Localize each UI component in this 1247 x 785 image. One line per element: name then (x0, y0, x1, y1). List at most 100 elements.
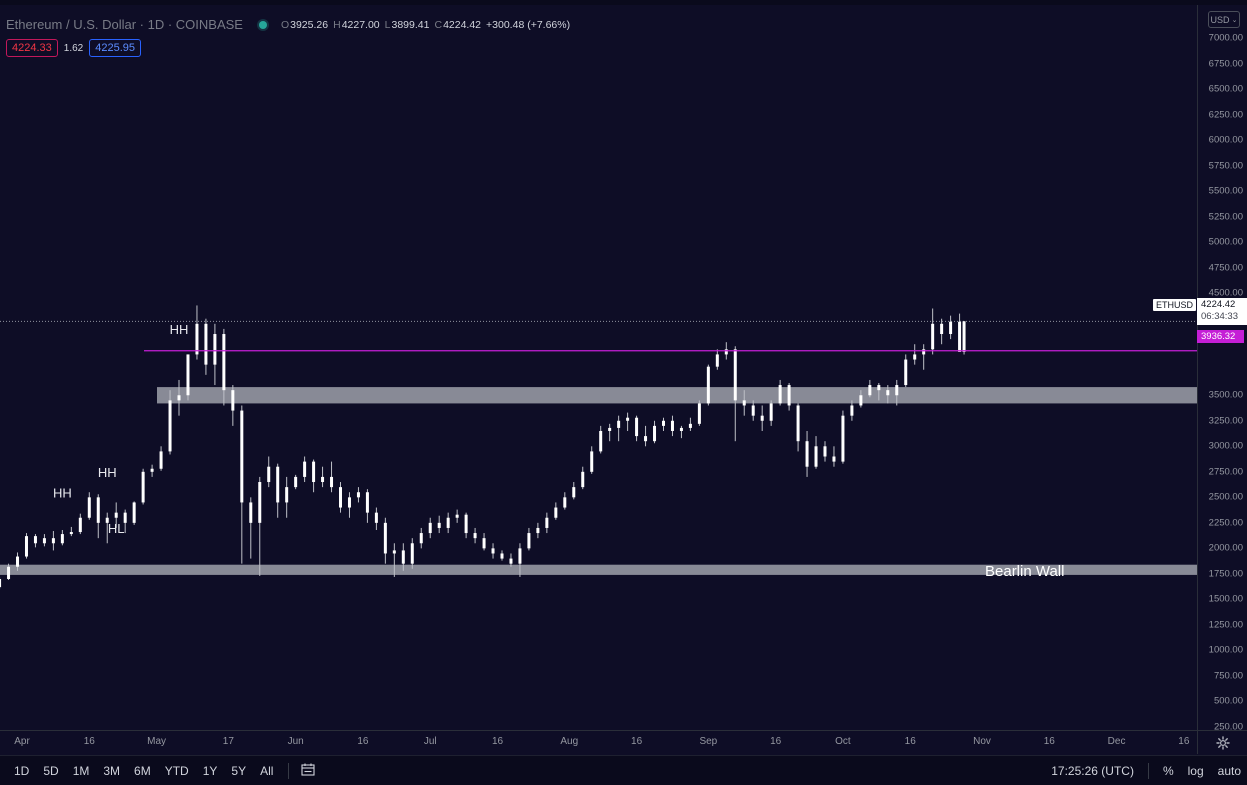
candle-body (123, 512, 127, 523)
candle-body (509, 558, 513, 564)
price-tick-label: 1250.00 (1208, 619, 1243, 631)
timeframe-5y-button[interactable]: 5Y (231, 763, 247, 778)
percent-scale-toggle[interactable]: % (1162, 763, 1174, 778)
candle-body (500, 553, 504, 559)
symbol-title[interactable]: Ethereum / U.S. Dollar · 1D · COINBASE (6, 17, 243, 32)
price-tick-label: 3250.00 (1208, 415, 1243, 427)
candle-body (482, 538, 486, 549)
candle-body (518, 548, 522, 564)
price-tick-label: 5000.00 (1208, 236, 1243, 248)
gear-icon (1215, 735, 1230, 750)
candle-body (913, 354, 917, 360)
candle-body (186, 354, 190, 396)
symbol-price-tag: ETHUSD (1153, 299, 1197, 311)
time-tick-label: 16 (1178, 736, 1190, 747)
bid-ask-row: 4224.33 1.62 4225.95 (6, 39, 141, 57)
chart-plot-area[interactable]: HH HH HH HL Bearlin Wall Ethereum / U.S. Dol… (0, 5, 1197, 730)
chart-legend-header: Ethereum / U.S. Dollar · 1D · COINBASE O… (6, 17, 575, 32)
candle-body (204, 323, 208, 365)
candle-body (51, 538, 55, 544)
candle-body (850, 405, 854, 416)
candle-body (240, 410, 244, 503)
candle-body (877, 385, 881, 391)
candle-body (769, 403, 773, 421)
price-tick-label: 2000.00 (1208, 542, 1243, 554)
candle-body (60, 534, 64, 544)
candle-body (428, 522, 432, 534)
ohlc-low: L3899.41 (384, 18, 430, 31)
buy-price-button[interactable]: 4225.95 (89, 39, 141, 57)
utc-clock[interactable]: 17:25:26 (UTC) (1051, 763, 1134, 778)
candle-body (392, 550, 396, 554)
auto-scale-toggle[interactable]: auto (1217, 763, 1241, 778)
time-tick-label: 16 (904, 736, 916, 747)
candle-body (168, 400, 172, 452)
toolbar-right-group: 17:25:26 (UTC) % log auto (1051, 762, 1247, 779)
candle-body (563, 497, 567, 508)
candle-body (653, 425, 657, 442)
swing-label: HL (108, 521, 125, 536)
price-scale[interactable]: 7000.00 6750.00 6500.00 6250.00 6000.00 5750.… (1197, 5, 1247, 733)
timeframe-1y-button[interactable]: 1Y (202, 763, 218, 778)
timeframe-all-button[interactable]: All (260, 763, 274, 778)
candle-body (644, 436, 648, 442)
candle-body (554, 507, 558, 518)
candle-body (114, 512, 118, 518)
time-tick-label: May (147, 736, 167, 747)
timeframe-1d-button[interactable]: 1D (14, 763, 30, 778)
candle-body (410, 543, 414, 564)
candle-body (958, 321, 962, 352)
date-range-button[interactable] (301, 763, 315, 779)
spread-value: 1.62 (63, 42, 84, 54)
candle-body (365, 492, 369, 513)
sell-price-button[interactable]: 4224.33 (6, 39, 58, 57)
candle-body (886, 390, 890, 396)
price-tick-label: 4750.00 (1208, 262, 1243, 274)
candle-body (276, 466, 280, 503)
candle-body (787, 385, 791, 406)
candle-body (706, 366, 710, 404)
candle-body (868, 385, 872, 396)
candle-body (679, 427, 683, 431)
timeframe-1m-button[interactable]: 1M (72, 763, 90, 778)
timeframe-3m-button[interactable]: 3M (103, 763, 121, 778)
time-tick-label: Jun (287, 736, 304, 747)
candle-body (347, 497, 351, 508)
time-tick-label: Sep (699, 736, 718, 747)
candle-body (249, 502, 253, 523)
log-scale-toggle[interactable]: log (1187, 763, 1204, 778)
candle-body (24, 536, 28, 557)
time-scale[interactable]: Apr 16 May 17 Jun 16 Jul 16 Aug 16 Sep 16 Oct 16 Nov 16… (0, 730, 1197, 754)
candle-body (859, 395, 863, 406)
timeframe-6m-button[interactable]: 6M (134, 763, 151, 778)
timeframe-ytd-button[interactable]: YTD (164, 763, 189, 778)
candle-body (258, 482, 262, 523)
support-zone (157, 387, 1197, 404)
candle-body (231, 390, 235, 411)
timeframe-5d-button[interactable]: 5D (43, 763, 59, 778)
candle-body (617, 420, 621, 428)
candlestick-chart[interactable]: HH HH HH HL Bearlin Wall (0, 5, 1197, 730)
price-tick-label: 7000.00 (1208, 32, 1243, 44)
candle-body (545, 517, 549, 528)
calendar-range-icon (301, 763, 315, 776)
price-tick-label: 6750.00 (1208, 58, 1243, 70)
candle-body (285, 487, 289, 503)
time-tick-label: Apr (14, 736, 30, 747)
candle-body (150, 468, 154, 472)
candle-body (626, 417, 630, 421)
chart-settings-button[interactable] (1197, 730, 1247, 754)
candle-body (464, 514, 468, 534)
swing-label: HH (170, 322, 189, 337)
toolbar-divider (288, 762, 290, 779)
candle-body (778, 385, 782, 404)
candle-body (751, 405, 755, 416)
currency-select-button[interactable]: USD ⌄ (1208, 11, 1240, 28)
candle-body (536, 527, 540, 534)
time-tick-label: 17 (222, 736, 234, 747)
candle-body (7, 566, 11, 579)
candle-body (581, 471, 585, 488)
candle-body (437, 522, 441, 528)
price-tick-label: 5250.00 (1208, 211, 1243, 223)
